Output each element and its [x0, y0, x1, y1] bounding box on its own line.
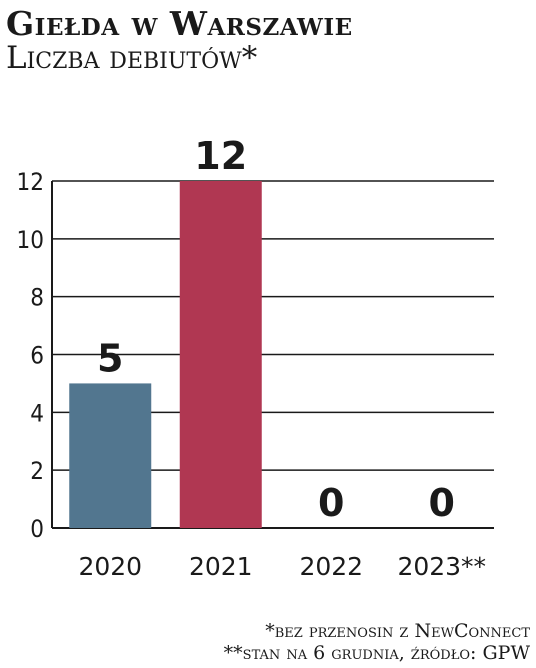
- y-tick-label-6: 6: [30, 342, 44, 370]
- bar-2020: [69, 383, 152, 528]
- y-tick-label-10: 10: [17, 226, 44, 254]
- bar-2021: [179, 181, 262, 528]
- y-tick-label-2: 2: [30, 457, 44, 485]
- data-label-2023: 0: [429, 481, 455, 525]
- x-tick-label-2023: 2023**: [397, 552, 486, 581]
- chart-title: Giełda w Warszawie: [6, 4, 353, 43]
- x-tick-label-2021: 2021: [189, 552, 253, 581]
- data-label-2021: 12: [194, 134, 247, 178]
- chart-subtitle: Liczba debiutów*: [6, 40, 258, 76]
- footnote-source-2: **stan na 6 grudnia, źródło: GPW: [223, 642, 530, 664]
- footnote-source-1: *bez przenosin z NewConnect: [265, 620, 530, 642]
- y-tick-label-0: 0: [30, 515, 44, 543]
- data-label-2022: 0: [318, 481, 344, 525]
- y-tick-label-12: 12: [17, 168, 44, 196]
- y-tick-label-4: 4: [30, 399, 44, 427]
- y-tick-label-8: 8: [30, 284, 44, 312]
- bar-chart: 0 2 4 6 8 10 12 5 2020 12 2021 0 2022 0 2023**: [17, 134, 494, 581]
- x-tick-label-2022: 2022: [299, 552, 363, 581]
- x-tick-label-2020: 2020: [78, 552, 142, 581]
- data-label-2020: 5: [97, 336, 123, 380]
